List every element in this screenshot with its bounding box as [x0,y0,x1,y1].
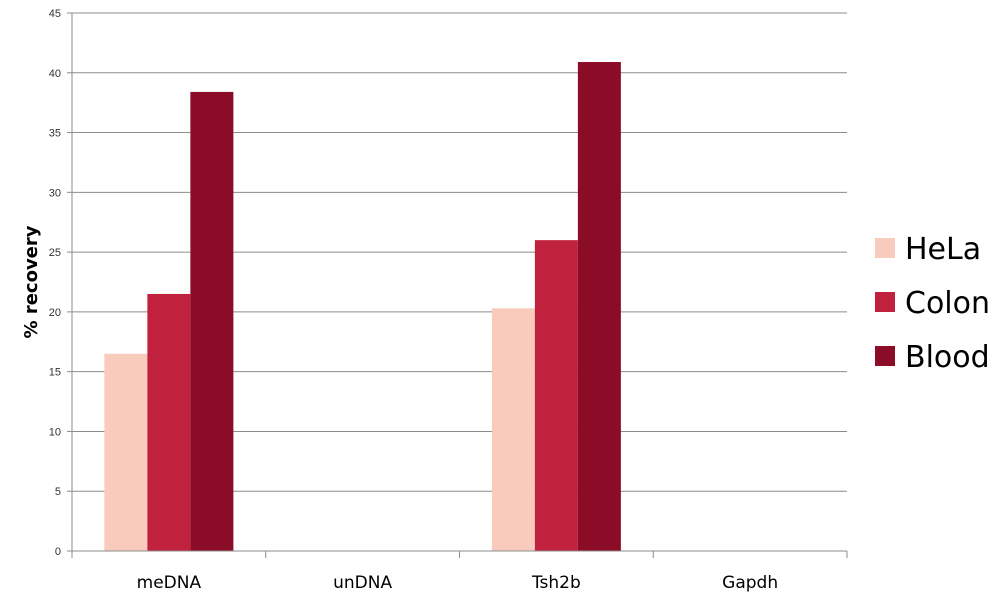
legend-swatch [875,292,895,312]
bar-blood-medna [190,91,234,551]
legend-label: Colon [905,286,990,321]
y-tick-labels: 0 5 10 15 20 25 30 35 40 45 [49,8,72,558]
bars [104,62,621,552]
y-tick-label: 30 [49,187,61,199]
y-tick-label: 5 [55,486,61,498]
bar-hela-medna [104,353,148,551]
legend-swatch [875,346,895,366]
legend-label: HeLa [905,232,981,267]
y-tick-label: 40 [49,68,61,80]
category-label: Gapdh [722,573,778,593]
category-label: Tsh2b [531,573,581,593]
bar-blood-tsh2b [577,62,621,552]
category-labels: meDNA unDNA Tsh2b Gapdh [137,573,778,593]
category-label: meDNA [137,573,202,593]
bar-colon-tsh2b [534,240,578,551]
bar-hela-tsh2b [491,308,535,551]
y-tick-label: 35 [49,128,61,140]
axes [71,13,848,558]
y-tick-label: 10 [49,426,61,438]
legend-swatch [875,238,895,258]
category-label: unDNA [333,573,392,593]
y-tick-label: 20 [49,307,61,319]
y-tick-label: 25 [49,247,61,259]
legend-label: Blood [905,340,990,375]
y-tick-label: 15 [49,367,61,379]
y-tick-label: 0 [55,546,61,558]
legend: HeLa Colon Blood [875,232,990,375]
y-tick-label: 45 [49,8,61,20]
y-axis-title: % recovery [21,225,42,338]
bar-colon-medna [147,293,191,551]
